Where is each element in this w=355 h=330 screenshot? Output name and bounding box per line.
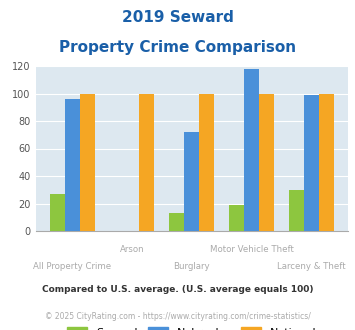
Text: Compared to U.S. average. (U.S. average equals 100): Compared to U.S. average. (U.S. average …: [42, 285, 313, 294]
Bar: [169, 213, 184, 231]
Legend: Seward, Nebraska, National: Seward, Nebraska, National: [62, 322, 321, 330]
Bar: [65, 99, 80, 231]
Text: Larceny & Theft: Larceny & Theft: [277, 262, 345, 271]
Bar: [199, 93, 214, 231]
Bar: [304, 95, 319, 231]
Bar: [80, 93, 94, 231]
Bar: [50, 194, 65, 231]
Bar: [289, 190, 304, 231]
Text: All Property Crime: All Property Crime: [33, 262, 111, 271]
Text: © 2025 CityRating.com - https://www.cityrating.com/crime-statistics/: © 2025 CityRating.com - https://www.city…: [45, 312, 310, 321]
Text: Burglary: Burglary: [173, 262, 210, 271]
Text: Arson: Arson: [120, 245, 144, 254]
Bar: [184, 132, 199, 231]
Bar: [259, 93, 274, 231]
Text: Motor Vehicle Theft: Motor Vehicle Theft: [209, 245, 294, 254]
Text: Property Crime Comparison: Property Crime Comparison: [59, 40, 296, 54]
Text: 2019 Seward: 2019 Seward: [121, 10, 234, 25]
Bar: [244, 69, 259, 231]
Bar: [229, 205, 244, 231]
Bar: [140, 93, 154, 231]
Bar: [319, 93, 334, 231]
